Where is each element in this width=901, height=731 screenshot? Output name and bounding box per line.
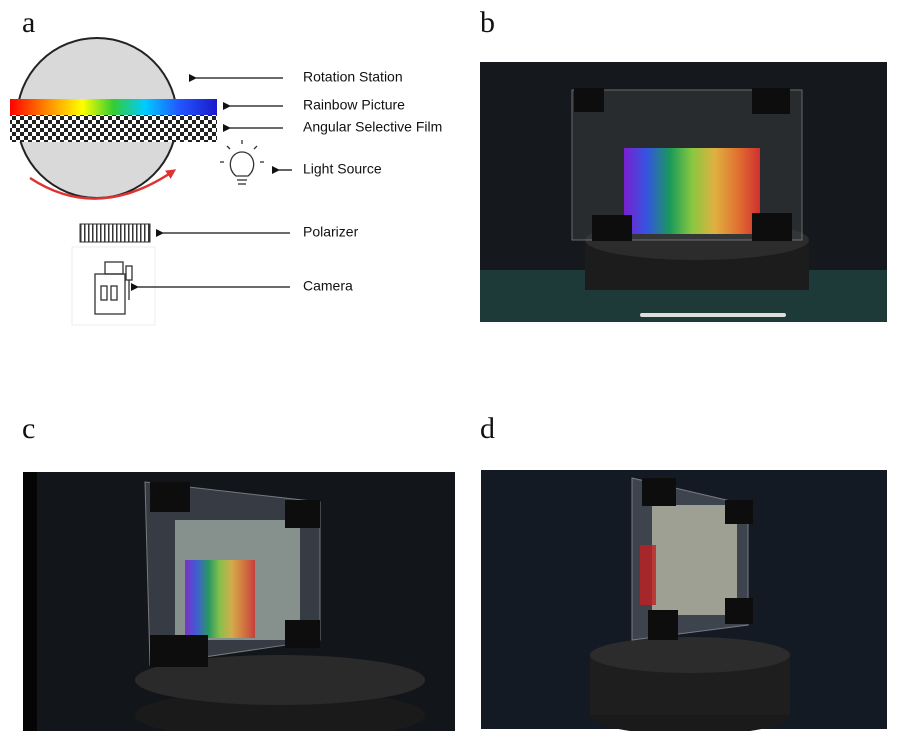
diagram-label: Polarizer bbox=[303, 224, 359, 240]
photo-b bbox=[480, 62, 887, 322]
photo-c bbox=[23, 472, 455, 731]
diagram: Rotation Station Rainbow Picture Angular… bbox=[10, 38, 442, 325]
rainbow-picture bbox=[10, 99, 217, 115]
diagram-label: Light Source bbox=[303, 161, 382, 177]
bulb bbox=[220, 140, 264, 184]
figure: a b c d Rotation Station Rainbow Picture… bbox=[0, 0, 901, 731]
panel-label: a bbox=[22, 6, 35, 39]
diagram-label: Rotation Station bbox=[303, 69, 403, 85]
panel-label: b bbox=[480, 6, 495, 39]
photo-d bbox=[481, 470, 887, 731]
panel-label: d bbox=[480, 412, 495, 445]
diagram-label: Camera bbox=[303, 278, 353, 294]
angular-film bbox=[10, 115, 217, 142]
diagram-label: Rainbow Picture bbox=[303, 97, 405, 113]
polarizer bbox=[80, 224, 150, 242]
diagram-label: Angular Selective Film bbox=[303, 119, 442, 135]
panel-label: c bbox=[22, 412, 35, 445]
